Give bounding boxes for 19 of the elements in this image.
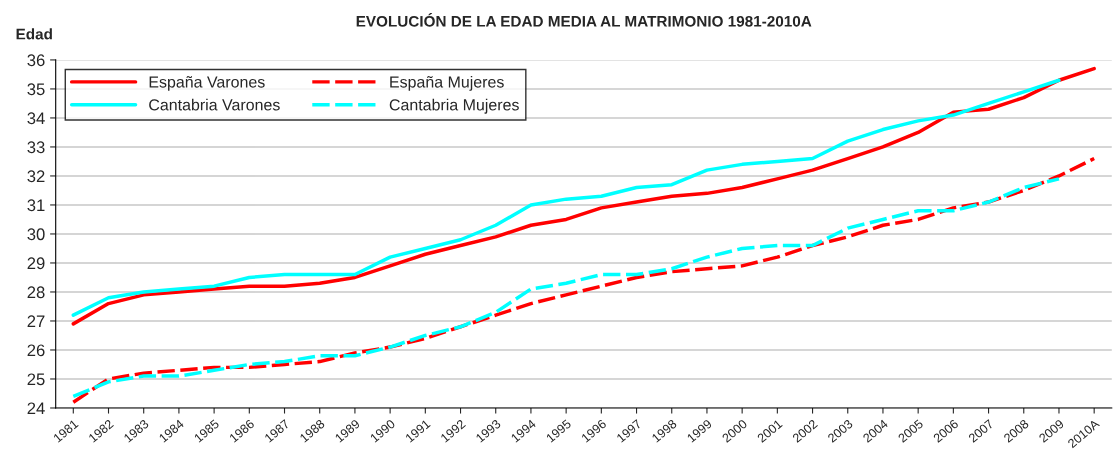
y-tick-label: 27 (27, 315, 45, 328)
y-tick-label: 34 (27, 112, 45, 125)
y-axis-title: Edad (16, 28, 52, 40)
legend-label: Cantabria Varones (149, 98, 280, 111)
y-tick-label: 31 (27, 199, 45, 212)
legend-label: Cantabria Mujeres (389, 98, 519, 114)
y-tick-label: 25 (27, 373, 45, 386)
y-tick-label: 33 (27, 141, 45, 154)
legend-label: España Mujeres (390, 75, 504, 91)
y-tick-label: 35 (27, 83, 45, 96)
y-tick-label: 26 (27, 344, 45, 357)
y-tick-label: 30 (27, 228, 45, 241)
y-tick-label: 36 (27, 54, 45, 67)
y-tick-label: 32 (27, 170, 45, 183)
legend-label: España Varones (149, 76, 265, 91)
y-tick-label: 24 (27, 402, 45, 415)
y-tick-label: 28 (27, 286, 45, 299)
y-tick-label: 29 (27, 257, 45, 270)
chart-title: EVOLUCIÓN DE LA EDAD MEDIA AL MATRIMONIO 1981-2010A (356, 13, 812, 27)
